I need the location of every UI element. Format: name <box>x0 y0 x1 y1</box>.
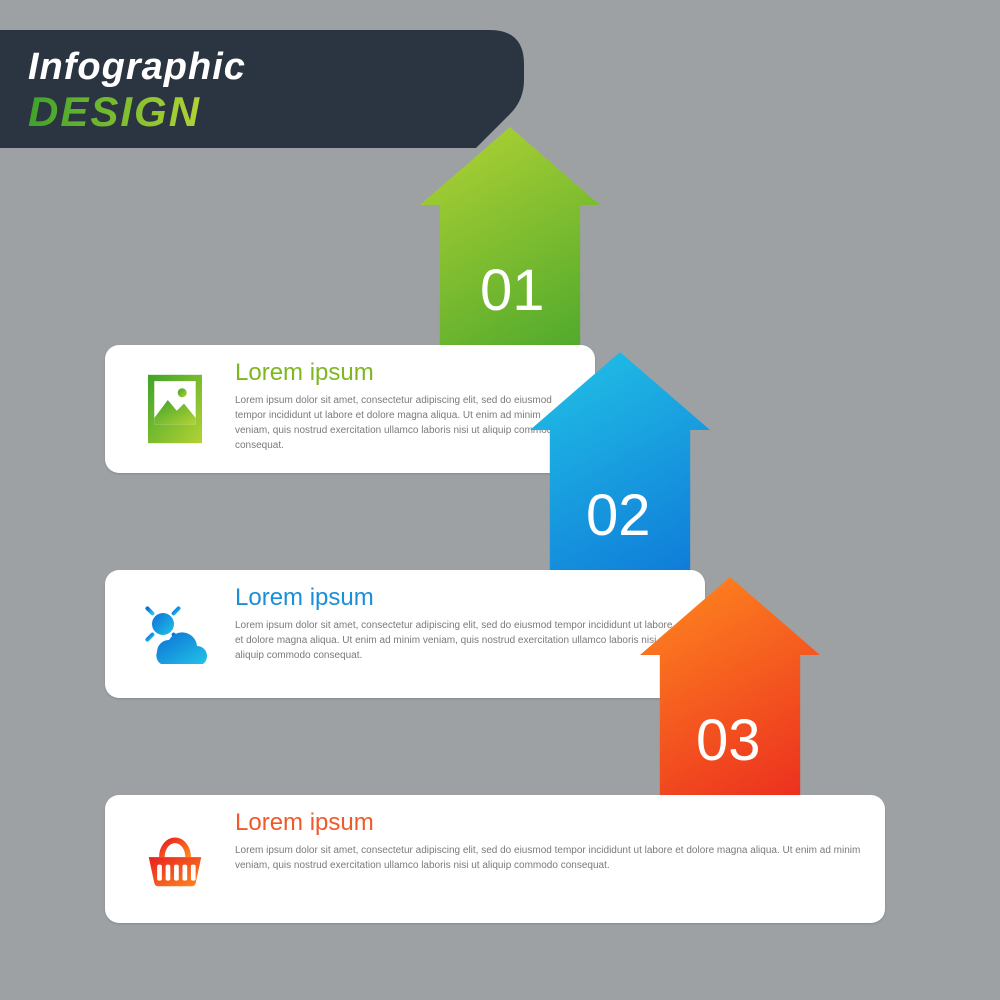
step-body: Lorem ipsum dolor sit amet, consectetur … <box>235 843 861 873</box>
step-body: Lorem ipsum dolor sit amet, consectetur … <box>235 618 681 663</box>
photo-icon <box>135 369 215 449</box>
svg-text:DESIGN: DESIGN <box>28 88 201 134</box>
step-card-02: Lorem ipsum Lorem ipsum dolor sit amet, c… <box>105 570 705 698</box>
step-number: 02 <box>586 482 651 549</box>
step-body: Lorem ipsum dolor sit amet, consectetur … <box>235 393 571 453</box>
step-number: 01 <box>480 257 545 324</box>
basket-icon <box>135 819 215 899</box>
sun-cloud-icon <box>135 594 215 674</box>
step-card-01: Lorem ipsum Lorem ipsum dolor sit amet, c… <box>105 345 595 473</box>
step-number: 03 <box>696 707 761 774</box>
step-title: Lorem ipsum <box>235 809 861 837</box>
step-card-03: Lorem ipsum Lorem ipsum dolor sit amet, c… <box>105 795 885 923</box>
step-title: Lorem ipsum <box>235 584 681 612</box>
step-title: Lorem ipsum <box>235 359 571 387</box>
infographic-stage: Infographic DESIGN 01Lorem ipsumLorem ip… <box>0 0 1000 1000</box>
header-line1: Infographic <box>28 48 496 88</box>
